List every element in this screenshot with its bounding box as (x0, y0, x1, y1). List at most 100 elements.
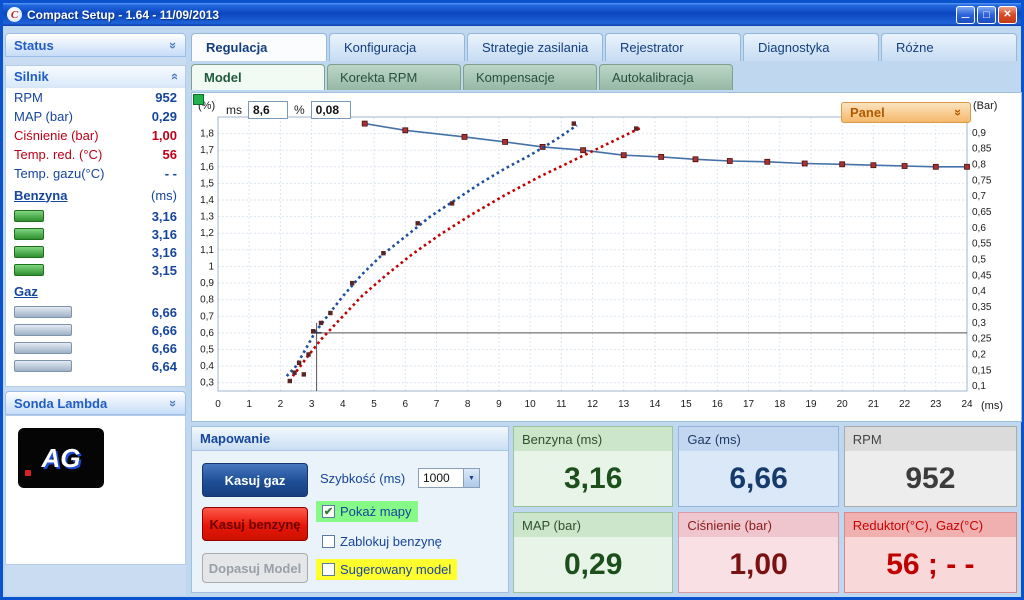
app-icon: C (7, 7, 22, 22)
kasuj-benzyne-button[interactable]: Kasuj benzynę (202, 507, 308, 541)
gaz-injector-row: 6,64 (6, 357, 185, 375)
status-header[interactable]: Status (5, 33, 186, 57)
silnik-header[interactable]: Silnik (6, 66, 185, 88)
subtab-korekta-rpm[interactable]: Korekta RPM (327, 64, 461, 90)
subtab-autokalibracja[interactable]: Autokalibracja (599, 64, 733, 90)
engine-row-map: MAP (bar) 0,29 (14, 109, 177, 124)
svg-text:4: 4 (340, 399, 346, 410)
svg-text:21: 21 (868, 399, 880, 410)
benzyna-bar-icon (14, 246, 44, 258)
gaz-injector-row: 6,66 (6, 321, 185, 339)
svg-text:5: 5 (371, 399, 377, 410)
tuning-map-chart[interactable]: (%) (Bar)(ms)1,81,71,61,51,41,31,21,110,9… (192, 93, 1021, 421)
value-panel-benzyna: Benzyna (ms) 3,16 (513, 426, 674, 507)
titlebar[interactable]: C Compact Setup - 1.64 - 11/09/2013 (3, 3, 1021, 26)
tab-konfiguracja[interactable]: Konfiguracja (329, 33, 465, 61)
gaz-bar-icon (14, 342, 72, 354)
szybkosc-label: Szybkość (ms) (320, 471, 406, 486)
logo-panel: AG (5, 415, 186, 565)
svg-text:1: 1 (246, 399, 252, 410)
benzyna-injector-row: 3,16 (6, 243, 185, 261)
dopasuj-model-button[interactable]: Dopasuj Model (202, 553, 308, 583)
svg-text:9: 9 (496, 399, 502, 410)
tab-rozne[interactable]: Różne (881, 33, 1017, 61)
gaz-injector-row: 6,66 (6, 339, 185, 357)
gaz-section-label: Gaz (14, 283, 38, 299)
svg-text:16: 16 (712, 399, 724, 410)
mapowanie-panel: Mapowanie Kasuj gaz Szybkość (ms) 1000 K… (191, 426, 509, 593)
value-panel-cisnienie: Ciśnienie (bar) 1,00 (678, 512, 839, 593)
svg-text:13: 13 (618, 399, 630, 410)
percent-input[interactable] (310, 101, 351, 119)
silnik-header-label: Silnik (14, 69, 49, 84)
ms-label: ms (226, 103, 242, 117)
svg-text:0,1: 0,1 (972, 381, 986, 392)
gaz-bar-icon (14, 360, 72, 372)
ag-logo: AG (18, 428, 104, 488)
svg-text:1,1: 1,1 (200, 245, 214, 256)
subtab-kompensacje[interactable]: Kompensacje (463, 64, 597, 90)
svg-text:1,8: 1,8 (200, 129, 214, 140)
chevron-down-icon (170, 38, 177, 53)
gaz-injector-row: 6,66 (6, 303, 185, 321)
svg-text:1,6: 1,6 (200, 162, 214, 173)
benzyna-bar-icon (14, 264, 44, 276)
ms-input[interactable] (248, 101, 288, 119)
chart-drag-handle[interactable] (193, 94, 204, 105)
value-panel-map: MAP (bar) 0,29 (513, 512, 674, 593)
ag-red-dot-icon (25, 470, 31, 476)
svg-text:1,3: 1,3 (200, 212, 214, 223)
svg-text:0,65: 0,65 (972, 207, 992, 218)
silnik-panel: Silnik RPM 952 MAP (bar) 0,29 Ciśnienie … (5, 65, 186, 387)
svg-text:1,4: 1,4 (200, 195, 214, 206)
svg-text:0,75: 0,75 (972, 175, 992, 186)
svg-text:24: 24 (961, 399, 973, 410)
svg-text:19: 19 (805, 399, 817, 410)
tab-regulacja[interactable]: Regulacja (191, 33, 327, 61)
minimize-button[interactable] (956, 5, 975, 24)
kasuj-gaz-button[interactable]: Kasuj gaz (202, 463, 308, 497)
tab-diagnostyka[interactable]: Diagnostyka (743, 33, 879, 61)
svg-text:23: 23 (930, 399, 942, 410)
svg-text:12: 12 (587, 399, 599, 410)
sonda-lambda-header[interactable]: Sonda Lambda (5, 391, 186, 415)
sugerowany-model-option[interactable]: Sugerowany model (316, 559, 458, 580)
pokaz-mapy-option[interactable]: Pokaż mapy (316, 501, 418, 522)
svg-text:6: 6 (403, 399, 409, 410)
percent-label: % (294, 103, 305, 117)
benzyna-bar-icon (14, 210, 44, 222)
zablokuj-benzyne-option[interactable]: Zablokuj benzynę (316, 531, 448, 552)
value-panel-rpm: RPM 952 (843, 426, 1017, 507)
sub-tabs: Model Korekta RPM Kompensacje Autokalibr… (191, 64, 733, 90)
checkbox-icon[interactable] (322, 563, 335, 576)
benzyna-bar-icon (14, 228, 44, 240)
svg-text:0,45: 0,45 (972, 270, 992, 281)
tab-strategie-zasilania[interactable]: Strategie zasilania (467, 33, 603, 61)
benzyna-injector-row: 3,15 (6, 261, 185, 279)
dropdown-arrow-icon[interactable] (463, 469, 479, 487)
chevron-up-icon (170, 69, 177, 84)
tab-rejestrator[interactable]: Rejestrator (605, 33, 741, 61)
svg-text:(ms): (ms) (981, 400, 1003, 412)
svg-text:10: 10 (525, 399, 537, 410)
value-panel-reduktor: Reduktor(°C), Gaz(°C) 56 ; - - (843, 512, 1017, 593)
checkbox-icon[interactable] (322, 535, 335, 548)
svg-text:0: 0 (215, 399, 221, 410)
svg-text:1,5: 1,5 (200, 178, 214, 189)
maximize-button[interactable] (977, 5, 996, 24)
panel-dropdown-button[interactable]: Panel (841, 102, 971, 123)
svg-text:1,2: 1,2 (200, 228, 214, 239)
svg-text:7: 7 (434, 399, 440, 410)
svg-text:0,3: 0,3 (972, 318, 986, 329)
svg-text:20: 20 (837, 399, 849, 410)
speed-select[interactable]: 1000 (418, 468, 480, 488)
gaz-bar-icon (14, 306, 72, 318)
svg-text:2: 2 (278, 399, 284, 410)
close-button[interactable] (998, 5, 1017, 24)
svg-text:0,7: 0,7 (972, 191, 986, 202)
svg-text:0,7: 0,7 (200, 311, 214, 322)
engine-row-temp-gazu: Temp. gazu(°C) - - (14, 166, 177, 181)
subtab-model[interactable]: Model (191, 64, 325, 90)
checkbox-icon[interactable] (322, 505, 335, 518)
